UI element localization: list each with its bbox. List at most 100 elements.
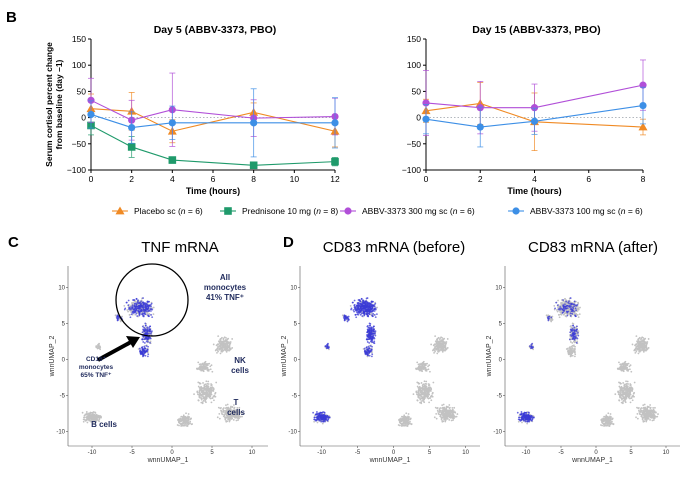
cell-point — [187, 415, 189, 418]
cell-point-expressing — [141, 325, 144, 328]
cell-point — [638, 409, 640, 412]
cell-point — [203, 384, 206, 386]
cell-point-expressing — [359, 309, 362, 312]
cell-point — [206, 388, 209, 391]
cell-point — [556, 310, 559, 313]
cell-point — [88, 417, 91, 419]
cell-point — [624, 400, 626, 402]
cell-point — [91, 411, 94, 414]
cell-point-expressing — [144, 328, 147, 331]
cell-point-expressing — [323, 411, 326, 414]
cell-point-expressing — [131, 311, 134, 314]
cell-point — [221, 346, 223, 349]
cell-point — [420, 369, 423, 372]
cell-point — [439, 343, 442, 346]
cell-point — [643, 413, 645, 416]
legend-label: Prednisone 10 mg (n = 8) — [242, 206, 338, 216]
cell-point — [614, 393, 617, 396]
cell-point-expressing — [372, 312, 375, 315]
cell-point-expressing — [143, 330, 146, 333]
cell-point — [426, 389, 428, 392]
cell-point — [428, 401, 430, 404]
cell-point-expressing — [143, 306, 146, 309]
cell-point — [94, 418, 96, 420]
cell-point — [398, 418, 401, 421]
cell-point — [644, 337, 647, 340]
y-axis-label-line1: Serum cortisol percent change — [44, 42, 54, 167]
cell-point-expressing — [142, 308, 145, 310]
cell-point-expressing — [129, 316, 132, 319]
cell-point — [627, 392, 630, 395]
x-tick-label: 8 — [251, 174, 256, 184]
all-monocytes-label: monocytes — [204, 283, 247, 292]
cell-point — [207, 383, 210, 385]
cell-point — [425, 380, 428, 383]
cell-point — [638, 350, 641, 353]
cell-point — [574, 345, 576, 348]
cell-point — [450, 416, 453, 419]
cell-point-expressing — [142, 349, 145, 352]
cell-point — [429, 397, 432, 399]
cell-point-expressing — [353, 310, 355, 313]
umap-x-tick-label: 0 — [392, 450, 396, 456]
cell-point — [436, 344, 439, 347]
y-tick-label: 50 — [412, 86, 422, 96]
cell-point — [198, 393, 201, 396]
cell-point — [181, 419, 184, 422]
cell-point — [188, 422, 191, 425]
cell-point — [443, 341, 446, 344]
series-line — [90, 113, 335, 129]
cell-point-expressing — [366, 314, 369, 317]
cell-point-expressing — [372, 315, 374, 318]
cell-point — [657, 413, 659, 415]
cell-point — [551, 318, 554, 321]
cell-point — [130, 304, 132, 307]
cell-point — [573, 344, 575, 347]
cell-point — [623, 388, 626, 391]
cell-point — [415, 391, 418, 394]
cell-point — [181, 422, 184, 425]
cell-point — [216, 351, 218, 354]
cell-point — [441, 404, 444, 407]
cell-point — [201, 389, 204, 392]
cell-point — [203, 388, 206, 391]
cell-point — [427, 395, 430, 398]
cell-point — [448, 404, 451, 406]
cell-point — [447, 409, 450, 412]
cell-point-expressing — [316, 413, 319, 416]
cell-point — [418, 382, 421, 385]
cell-point-expressing — [144, 303, 147, 306]
cell-point — [453, 406, 456, 409]
cell-point-expressing — [131, 307, 134, 310]
cell-point — [436, 409, 439, 412]
cell-point — [637, 344, 640, 347]
cell-point — [634, 344, 636, 347]
cell-point — [574, 348, 576, 351]
cell-point — [571, 322, 574, 325]
umap-y-tick-label: 0 — [62, 358, 66, 364]
cell-point — [440, 347, 443, 349]
cell-point — [227, 341, 230, 344]
cell-point — [639, 349, 642, 352]
cell-point — [83, 414, 86, 417]
cell-point — [184, 424, 186, 427]
data-point — [128, 123, 136, 132]
cell-point-expressing — [144, 322, 147, 325]
cell-point — [620, 382, 622, 385]
x-tick-label: 0 — [424, 174, 429, 184]
cell-point-expressing — [370, 339, 373, 342]
cell-point — [427, 368, 430, 371]
cell-point — [576, 310, 579, 312]
cell-point — [231, 411, 234, 413]
cell-point — [210, 364, 213, 367]
cell-point-expressing — [366, 335, 369, 338]
x-tick-label: 6 — [586, 174, 591, 184]
x-axis-label: Time (hours) — [186, 186, 240, 196]
legend-item-2: ABBV-3373 300 mg sc (n = 6) — [340, 206, 475, 216]
cell-point — [220, 411, 223, 413]
umap-y-label: wnnUMAP_2 — [281, 335, 288, 377]
cell-point — [424, 391, 427, 394]
cell-point — [635, 416, 637, 419]
cell-point — [238, 411, 241, 414]
cell-point-expressing — [130, 313, 133, 316]
